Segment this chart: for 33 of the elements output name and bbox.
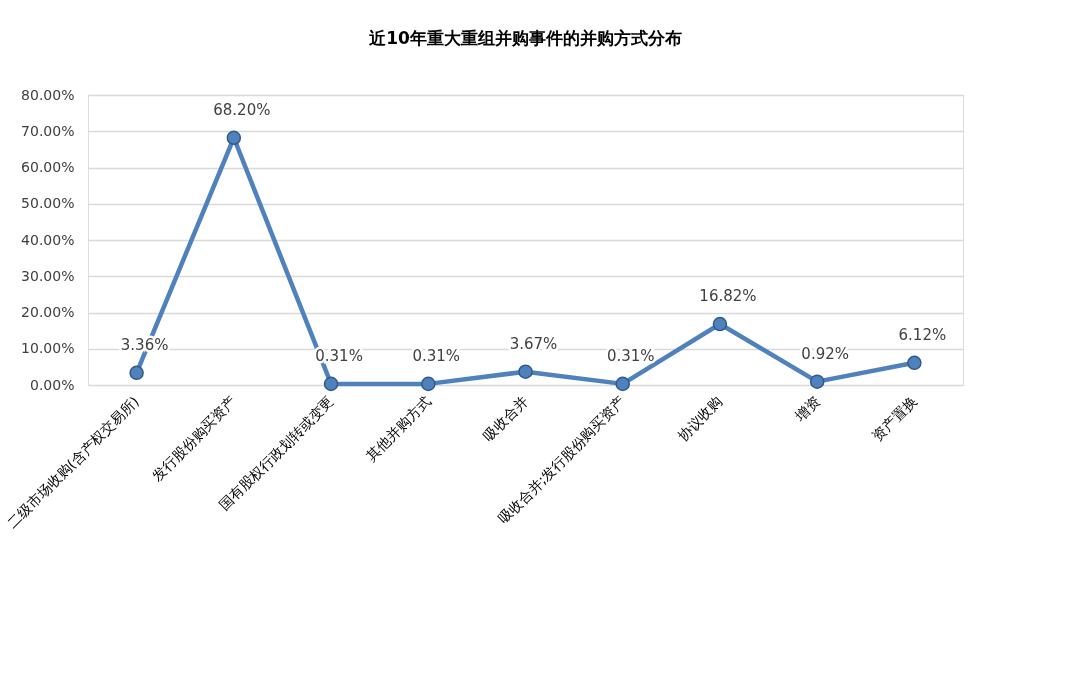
point (129, 365, 144, 381)
y-tick-label: 70.00% (21, 122, 75, 139)
x-tick-label: 吸收合并 (480, 393, 531, 445)
x-tick-label: 发行股份购买资产 (148, 393, 240, 484)
data-label: 0.31% (606, 346, 655, 365)
point (323, 376, 339, 392)
data-label: 6.12% (898, 325, 947, 344)
point (615, 376, 630, 392)
point (518, 364, 533, 379)
chart-title: 近10年重大重组并购事件的并购方式分布 (368, 28, 682, 48)
x-tick-label: 二级市场收购(含产权交易所) (4, 393, 143, 531)
y-tick-label: 20.00% (21, 304, 75, 320)
data-label: 3.67% (509, 334, 558, 353)
data-label: 16.82% (699, 287, 757, 306)
x-tick-label: 增资 (790, 393, 823, 425)
data-label: 0.31% (412, 346, 461, 365)
data-label: 68.20% (213, 100, 271, 119)
point (907, 355, 922, 371)
x-tick-label: 资产置换 (868, 393, 920, 445)
y-tick-label: 40.00% (21, 231, 75, 248)
y-tick-label: 80.00% (21, 86, 75, 103)
data-label: 0.92% (801, 344, 849, 363)
point (421, 376, 436, 392)
point (809, 374, 825, 389)
y-tick-label: 30.00% (21, 267, 75, 284)
y-tick-label: 60.00% (21, 159, 75, 175)
point (226, 130, 242, 146)
x-tick-label: 其他并购方式 (363, 393, 434, 464)
y-tick-label: 50.00% (21, 195, 75, 212)
y-tick-label: 10.00% (21, 340, 75, 357)
y-tick-label: 0.00% (30, 376, 75, 393)
point (712, 316, 728, 332)
x-tick-label: 协议收购 (674, 393, 726, 445)
